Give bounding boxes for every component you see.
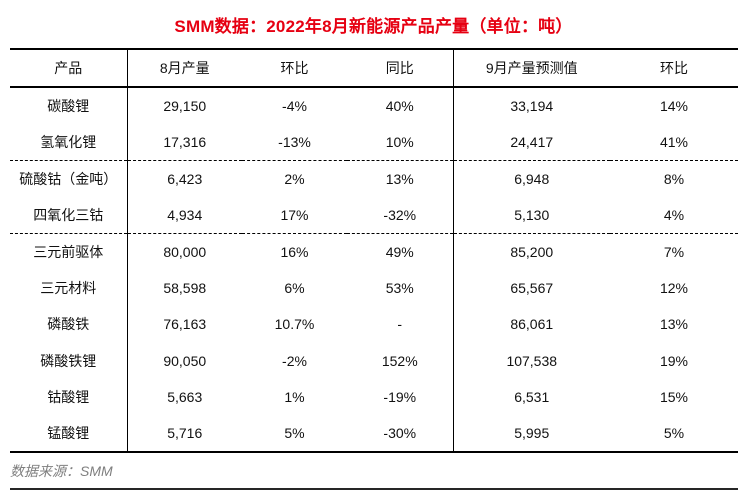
yoy-cell: 13% (347, 160, 454, 197)
page-title: SMM数据：2022年8月新能源产品产量（单位：吨） (174, 17, 573, 36)
yoy-cell: -19% (347, 379, 454, 416)
sep-forecast-cell: 6,531 (514, 389, 550, 406)
table-row: 锰酸锂 5,716 5% -30% 5,995 5% (10, 415, 738, 452)
aug-output-cell: 90,050 (163, 352, 207, 369)
table-row: 碳酸锂 29,150 -4% 40% 33,194 14% (10, 87, 738, 124)
product-cell: 磷酸铁锂 (10, 342, 128, 379)
source-note: 数据来源：SMM (10, 463, 113, 479)
sep-forecast-cell: 107,538 (506, 352, 558, 369)
mom-cell: 5% (284, 425, 305, 442)
sep-mom-cell: 7% (663, 243, 685, 260)
mom-cell: 17% (242, 196, 347, 234)
column-header-product: 产品 (10, 49, 128, 88)
yoy-cell: 49% (347, 233, 454, 270)
header-row: 产品 8月产量 环比 同比 9月产量预测值 环比 (10, 49, 738, 88)
yoy-cell: - (347, 306, 454, 343)
data-table: 产品 8月产量 环比 同比 9月产量预测值 环比 碳酸锂 29,150 -4% … (10, 48, 738, 453)
mom-cell: -4% (282, 97, 307, 114)
column-header-mom: 环比 (242, 49, 347, 88)
sep-mom-cell: 12% (659, 279, 689, 296)
column-header-yoy: 同比 (347, 49, 454, 88)
bottom-divider (10, 488, 738, 490)
product-cell: 磷酸铁 (10, 306, 128, 343)
yoy-cell: 10% (347, 123, 454, 161)
sep-forecast-cell: 5,130 (453, 196, 610, 234)
table-row: 氢氧化锂 17,316 -13% 10% 24,417 41% (10, 123, 738, 161)
sep-forecast-cell: 85,200 (510, 243, 554, 260)
column-header-sep-forecast: 9月产量预测值 (453, 49, 610, 88)
sep-mom-cell: 41% (610, 123, 738, 161)
mom-cell: 2% (284, 170, 305, 187)
sep-mom-cell: 13% (659, 316, 689, 333)
product-cell: 硫酸钴（金吨） (10, 160, 128, 197)
product-cell: 三元前驱体 (10, 233, 128, 270)
product-cell: 氢氧化锂 (10, 123, 128, 161)
mom-cell: -2% (282, 352, 307, 369)
aug-output-cell: 5,663 (167, 389, 203, 406)
sep-forecast-cell: 86,061 (510, 316, 554, 333)
table-row: 钴酸锂 5,663 1% -19% 6,531 15% (10, 379, 738, 416)
sep-forecast-cell: 33,194 (510, 97, 554, 114)
sep-forecast-cell: 65,567 (510, 279, 554, 296)
table-row: 三元前驱体 80,000 16% 49% 85,200 7% (10, 233, 738, 270)
product-cell: 钴酸锂 (10, 379, 128, 416)
sep-forecast-cell: 5,995 (514, 425, 550, 442)
mom-cell: 10.7% (274, 316, 315, 333)
aug-output-cell: 17,316 (127, 123, 242, 161)
aug-output-cell: 6,423 (167, 170, 203, 187)
aug-output-cell: 58,598 (163, 279, 207, 296)
table-row: 硫酸钴（金吨） 6,423 2% 13% 6,948 8% (10, 160, 738, 197)
aug-output-cell: 4,934 (127, 196, 242, 234)
table-row: 四氧化三钴 4,934 17% -32% 5,130 4% (10, 196, 738, 234)
yoy-cell: 152% (347, 342, 454, 379)
sep-mom-cell: 15% (659, 389, 689, 406)
column-header-aug-output: 8月产量 (127, 49, 242, 88)
yoy-cell: 40% (347, 87, 454, 124)
mom-cell: 1% (284, 389, 305, 406)
table-row: 三元材料 58,598 6% 53% 65,567 12% (10, 269, 738, 306)
table-row: 磷酸铁锂 90,050 -2% 152% 107,538 19% (10, 342, 738, 379)
sep-mom-cell: 5% (663, 425, 685, 442)
product-cell: 锰酸锂 (10, 415, 128, 452)
mom-cell: -13% (242, 123, 347, 161)
product-cell: 四氧化三钴 (10, 196, 128, 234)
aug-output-cell: 5,716 (167, 425, 203, 442)
mom-cell: 16% (280, 243, 309, 260)
sep-mom-cell: 14% (659, 97, 689, 114)
table-row: 磷酸铁 76,163 10.7% - 86,061 13% (10, 306, 738, 343)
yoy-cell: -30% (347, 415, 454, 452)
aug-output-cell: 80,000 (163, 243, 207, 260)
product-cell: 三元材料 (10, 269, 128, 306)
sep-forecast-cell: 24,417 (453, 123, 610, 161)
sep-mom-cell: 8% (663, 170, 685, 187)
sep-mom-cell: 4% (610, 196, 738, 234)
product-cell: 碳酸锂 (10, 87, 128, 124)
yoy-cell: 53% (347, 269, 454, 306)
sep-forecast-cell: 6,948 (514, 170, 550, 187)
sep-mom-cell: 19% (659, 352, 689, 369)
column-header-sep-mom: 环比 (610, 49, 738, 88)
aug-output-cell: 29,150 (163, 97, 207, 114)
mom-cell: 6% (284, 279, 305, 296)
aug-output-cell: 76,163 (163, 316, 207, 333)
yoy-cell: -32% (347, 196, 454, 234)
